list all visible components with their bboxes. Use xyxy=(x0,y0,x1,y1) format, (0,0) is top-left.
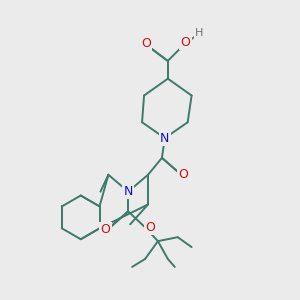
Text: O: O xyxy=(145,221,155,234)
Text: O: O xyxy=(100,223,110,236)
Text: O: O xyxy=(178,168,188,181)
Text: O: O xyxy=(141,38,151,50)
Text: N: N xyxy=(124,185,133,198)
Text: H: H xyxy=(195,28,204,38)
Text: N: N xyxy=(160,132,170,145)
Text: O: O xyxy=(181,35,190,49)
